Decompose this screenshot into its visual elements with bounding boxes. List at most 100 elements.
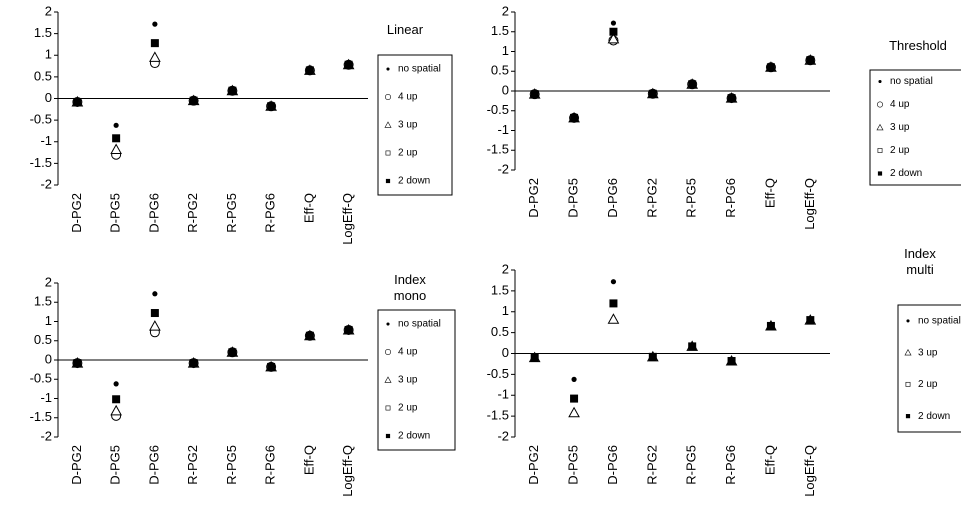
legend-marker — [385, 433, 391, 439]
x-tick-label: D-PG2 — [526, 178, 541, 218]
legend-label: 4 up — [890, 99, 910, 110]
legend-marker — [905, 381, 911, 387]
x-tick-label: Eff-Q — [301, 445, 316, 475]
legend-marker — [385, 405, 391, 411]
x-tick-label: R-PG5 — [684, 178, 699, 218]
legend-label: no spatial — [890, 76, 933, 87]
chart-title: Linear — [386, 22, 424, 37]
x-tick-label: LogEff-Q — [802, 445, 817, 497]
y-tick-label: -0.5 — [30, 371, 52, 386]
y-tick-label: 0.5 — [34, 68, 52, 83]
point — [110, 143, 122, 155]
point — [570, 395, 578, 403]
x-tick-label: D-PG6 — [146, 193, 161, 233]
x-tick-label: R-PG2 — [644, 445, 659, 485]
x-tick-label: LogEff-Q — [340, 445, 355, 497]
y-tick-label: 1.5 — [34, 25, 52, 40]
x-tick-label: D-PG5 — [566, 178, 581, 218]
y-tick-label: -1.5 — [30, 155, 52, 170]
point — [306, 66, 314, 74]
x-tick-label: Eff-Q — [762, 178, 777, 208]
point — [688, 342, 696, 350]
point — [149, 51, 161, 62]
x-tick-label: R-PG6 — [723, 445, 738, 485]
x-tick-label: R-PG5 — [224, 193, 239, 233]
legend-marker — [385, 150, 391, 156]
legend-marker — [876, 123, 884, 131]
point — [649, 90, 657, 98]
point — [110, 404, 122, 416]
legend-label: 4 up — [398, 92, 418, 103]
point — [607, 313, 620, 324]
legend-marker — [384, 121, 392, 128]
point — [806, 316, 814, 324]
chart-title: Index multi — [904, 246, 936, 277]
point — [267, 363, 275, 371]
x-tick-label: R-PG6 — [263, 193, 278, 233]
legend-marker — [385, 94, 392, 101]
point — [649, 353, 657, 361]
y-tick-label: 1.5 — [491, 282, 509, 297]
point — [267, 102, 275, 110]
point — [112, 395, 120, 403]
legend-box — [897, 304, 961, 433]
point — [149, 320, 161, 331]
point — [73, 359, 81, 367]
point — [190, 359, 198, 367]
y-tick-label: 1 — [45, 47, 52, 62]
y-tick-label: 1 — [502, 43, 509, 58]
y-tick-label: -1 — [497, 387, 509, 402]
y-tick-label: 2 — [502, 261, 509, 276]
legend-label: 3 up — [398, 375, 418, 386]
point — [345, 61, 353, 69]
legend-marker — [386, 67, 390, 71]
y-tick-label: -2 — [497, 428, 509, 443]
y-tick-label: 0 — [45, 90, 52, 105]
point — [607, 32, 620, 44]
legend-marker — [385, 348, 392, 355]
y-tick-label: 0.5 — [34, 332, 52, 347]
x-tick-label: D-PG6 — [146, 445, 161, 485]
point — [728, 357, 736, 365]
point — [767, 63, 775, 71]
legend-label: 2 up — [398, 148, 418, 159]
legend-label: 2 down — [890, 168, 922, 179]
x-tick-label: D-PG5 — [108, 193, 123, 233]
y-tick-label: 1 — [502, 303, 509, 318]
y-tick-label: -2 — [40, 428, 52, 443]
x-tick-label: R-PG6 — [263, 445, 278, 485]
y-tick-label: -0.5 — [487, 366, 509, 381]
y-tick-label: 1 — [45, 313, 52, 328]
x-tick-label: R-PG2 — [185, 445, 200, 485]
point — [152, 21, 158, 27]
x-tick-label: R-PG6 — [723, 178, 738, 218]
y-tick-label: -1.5 — [487, 142, 509, 157]
legend-label: 2 down — [918, 411, 950, 422]
x-tick-label: R-PG5 — [684, 445, 699, 485]
y-tick-label: 0.5 — [491, 63, 509, 78]
legend-box — [377, 309, 456, 451]
y-tick-label: 1.5 — [491, 23, 509, 38]
legend-marker — [877, 101, 884, 108]
y-tick-label: -0.5 — [487, 102, 509, 117]
point — [531, 354, 539, 362]
legend-marker — [878, 79, 882, 84]
point — [113, 122, 119, 128]
y-tick-label: 1.5 — [34, 294, 52, 309]
x-tick-label: Eff-Q — [762, 445, 777, 475]
x-tick-label: D-PG6 — [605, 445, 620, 485]
x-tick-label: LogEff-Q — [802, 178, 817, 230]
point — [531, 90, 539, 98]
legend-label: 3 up — [918, 347, 938, 358]
x-tick-label: LogEff-Q — [340, 193, 355, 245]
point — [610, 20, 617, 26]
legend-marker — [384, 376, 392, 383]
point — [190, 97, 198, 105]
legend-marker — [904, 349, 912, 356]
point — [73, 98, 81, 106]
point — [688, 80, 696, 88]
y-tick-label: 2 — [45, 274, 52, 289]
y-tick-label: -2 — [497, 161, 509, 176]
x-tick-label: D-PG2 — [69, 445, 84, 485]
point — [568, 406, 580, 418]
